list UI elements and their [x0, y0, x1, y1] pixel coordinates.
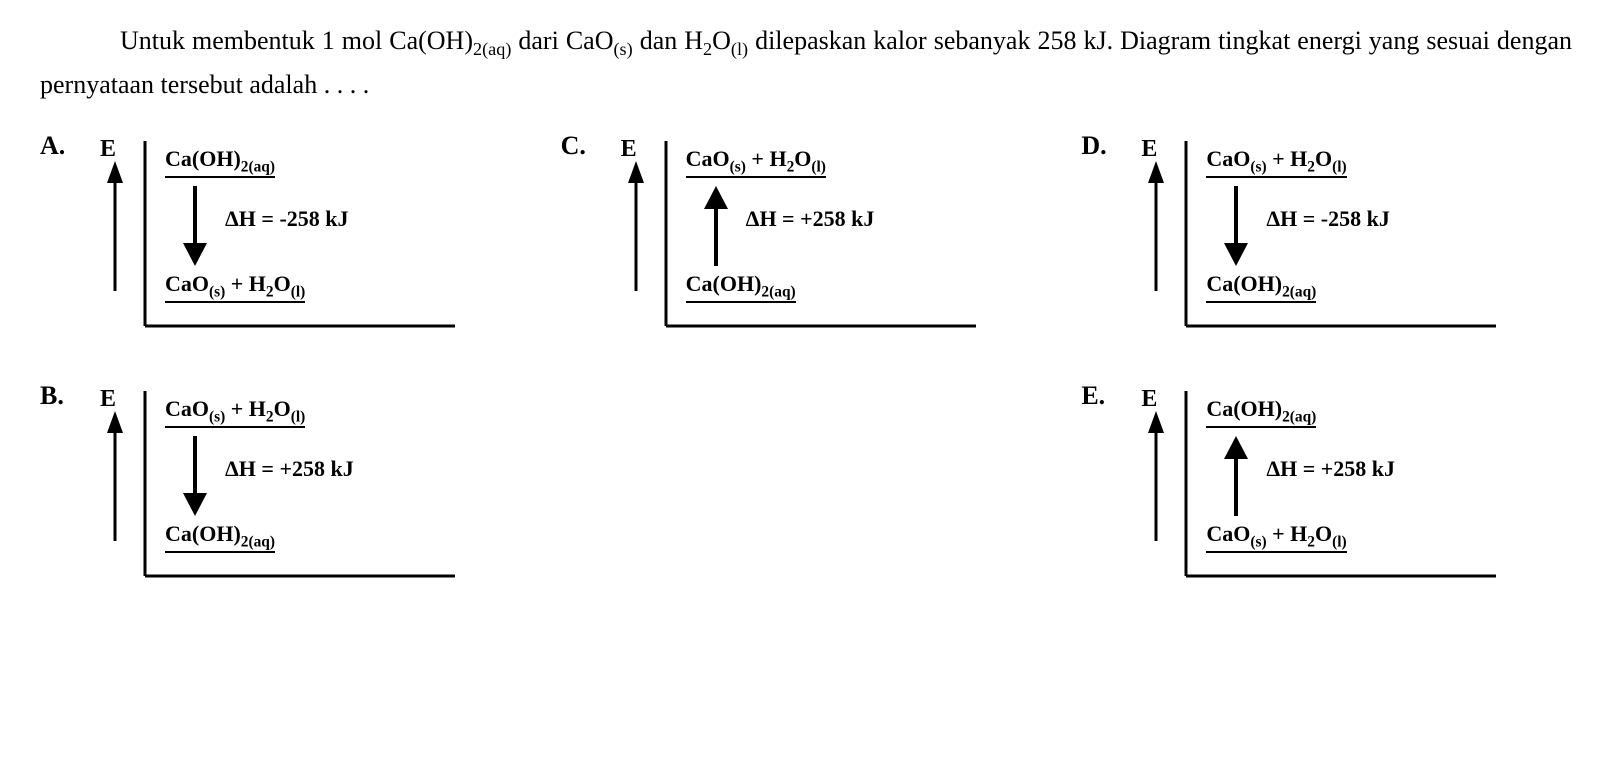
option-c: C. E CaO(s) + H2O(l) ΔH = +258 kJ Ca(OH)…	[561, 131, 1052, 341]
option-label-a: A.	[40, 131, 70, 161]
axes-e	[1126, 381, 1506, 591]
option-e: E. E Ca(OH)2(aq) ΔH = +258 kJ CaO(s) + H…	[1081, 381, 1572, 591]
bottom-formula-a: CaO(s) + H2O(l)	[165, 271, 305, 303]
bottom-formula-b: Ca(OH)2(aq)	[165, 521, 275, 553]
option-d: D. E CaO(s) + H2O(l) ΔH = -258 kJ Ca(OH)…	[1081, 131, 1572, 341]
delta-h-e: ΔH = +258 kJ	[1266, 456, 1395, 482]
top-formula-b: CaO(s) + H2O(l)	[165, 396, 305, 428]
option-label-d: D.	[1081, 131, 1111, 161]
diagram-b: E CaO(s) + H2O(l) ΔH = +258 kJ Ca(OH)2(a…	[85, 381, 465, 591]
top-formula-e: Ca(OH)2(aq)	[1206, 396, 1316, 428]
axes-a	[85, 131, 465, 341]
option-label-b: B.	[40, 381, 70, 411]
top-formula-a: Ca(OH)2(aq)	[165, 146, 275, 178]
top-formula-c: CaO(s) + H2O(l)	[686, 146, 826, 178]
diagram-d: E CaO(s) + H2O(l) ΔH = -258 kJ Ca(OH)2(a…	[1126, 131, 1506, 341]
option-a: A. E Ca(OH)2(aq) ΔH = -258 kJ CaO(s) + H…	[40, 131, 531, 341]
delta-h-b: ΔH = +258 kJ	[225, 456, 354, 482]
question-text: Untuk membentuk 1 mol Ca(OH)2(aq) dari C…	[40, 20, 1572, 106]
bottom-formula-e: CaO(s) + H2O(l)	[1206, 521, 1346, 553]
diagram-a: E Ca(OH)2(aq) ΔH = -258 kJ CaO(s) + H2O(…	[85, 131, 465, 341]
delta-h-a: ΔH = -258 kJ	[225, 206, 349, 232]
options-container: A. E Ca(OH)2(aq) ΔH = -258 kJ CaO(s) + H…	[40, 131, 1572, 591]
option-label-c: C.	[561, 131, 591, 161]
e-label-e: E	[1141, 386, 1157, 413]
delta-h-d: ΔH = -258 kJ	[1266, 206, 1390, 232]
diagram-e: E Ca(OH)2(aq) ΔH = +258 kJ CaO(s) + H2O(…	[1126, 381, 1506, 591]
top-formula-d: CaO(s) + H2O(l)	[1206, 146, 1346, 178]
e-label-a: E	[100, 136, 116, 163]
bottom-formula-d: Ca(OH)2(aq)	[1206, 271, 1316, 303]
option-label-e: E.	[1081, 381, 1111, 411]
delta-h-c: ΔH = +258 kJ	[746, 206, 875, 232]
e-label-b: E	[100, 386, 116, 413]
e-label-d: E	[1141, 136, 1157, 163]
bottom-formula-c: Ca(OH)2(aq)	[686, 271, 796, 303]
e-label-c: E	[621, 136, 637, 163]
option-b: B. E CaO(s) + H2O(l) ΔH = +258 kJ Ca(OH)…	[40, 381, 531, 591]
diagram-c: E CaO(s) + H2O(l) ΔH = +258 kJ Ca(OH)2(a…	[606, 131, 986, 341]
